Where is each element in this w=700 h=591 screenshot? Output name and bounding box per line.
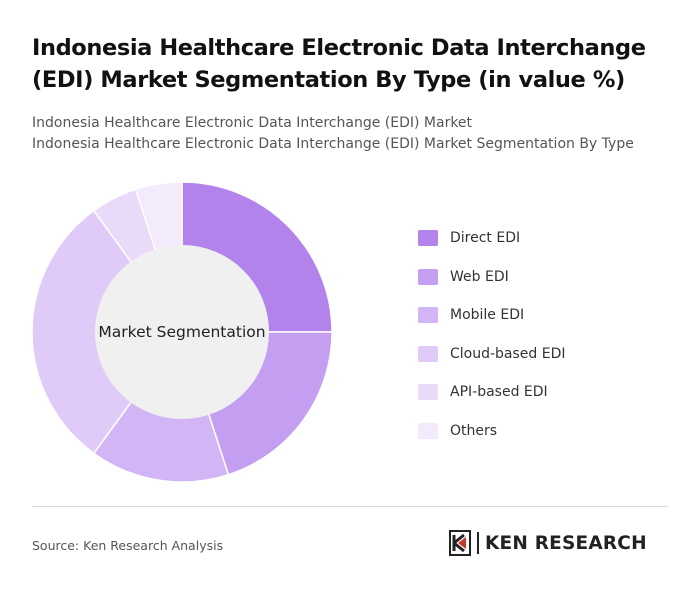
legend-item-direct-edi: Direct EDI	[418, 226, 658, 250]
legend-item-cloud-based-edi: Cloud-based EDI	[418, 342, 658, 366]
logo-divider	[477, 532, 479, 554]
legend-swatch	[418, 230, 438, 246]
legend-swatch	[418, 307, 438, 324]
chart-legend: Direct EDI Web EDI Mobile EDI Cloud-based E…	[418, 226, 658, 458]
chart-title: Indonesia Healthcare Electronic Data Int…	[32, 35, 646, 93]
logo-text: KEN RESEARCH	[485, 532, 647, 554]
legend-item-web-edi: Web EDI	[418, 265, 658, 289]
ken-research-logo-mark	[449, 530, 471, 556]
chart-subtitle-line-1: Indonesia Healthcare Electronic Data Int…	[32, 115, 473, 131]
chart-subtitle-line-2: Indonesia Healthcare Electronic Data Int…	[32, 136, 634, 152]
legend-swatch	[418, 345, 438, 362]
legend-label: Mobile EDI	[450, 307, 525, 324]
source-note: Source: Ken Research Analysis	[32, 538, 224, 553]
legend-label: Direct EDI	[450, 230, 521, 246]
legend-swatch	[418, 268, 438, 285]
legend-item-api-based-edi: API-based EDI	[418, 380, 658, 404]
donut-center	[95, 245, 269, 419]
ken-research-logo: KEN RESEARCH	[448, 530, 647, 556]
legend-swatch	[418, 422, 438, 439]
legend-label: Web EDI	[450, 268, 509, 285]
legend-label: Others	[450, 422, 498, 439]
legend-item-others: Others	[418, 419, 658, 443]
legend-item-mobile-edi: Mobile EDI	[418, 303, 658, 327]
legend-label: Cloud-based EDI	[450, 345, 566, 362]
center-label: Market Segmentation	[98, 323, 265, 341]
legend-label: API-based EDI	[450, 384, 548, 401]
footer-divider	[32, 506, 668, 507]
legend-swatch	[418, 384, 438, 401]
